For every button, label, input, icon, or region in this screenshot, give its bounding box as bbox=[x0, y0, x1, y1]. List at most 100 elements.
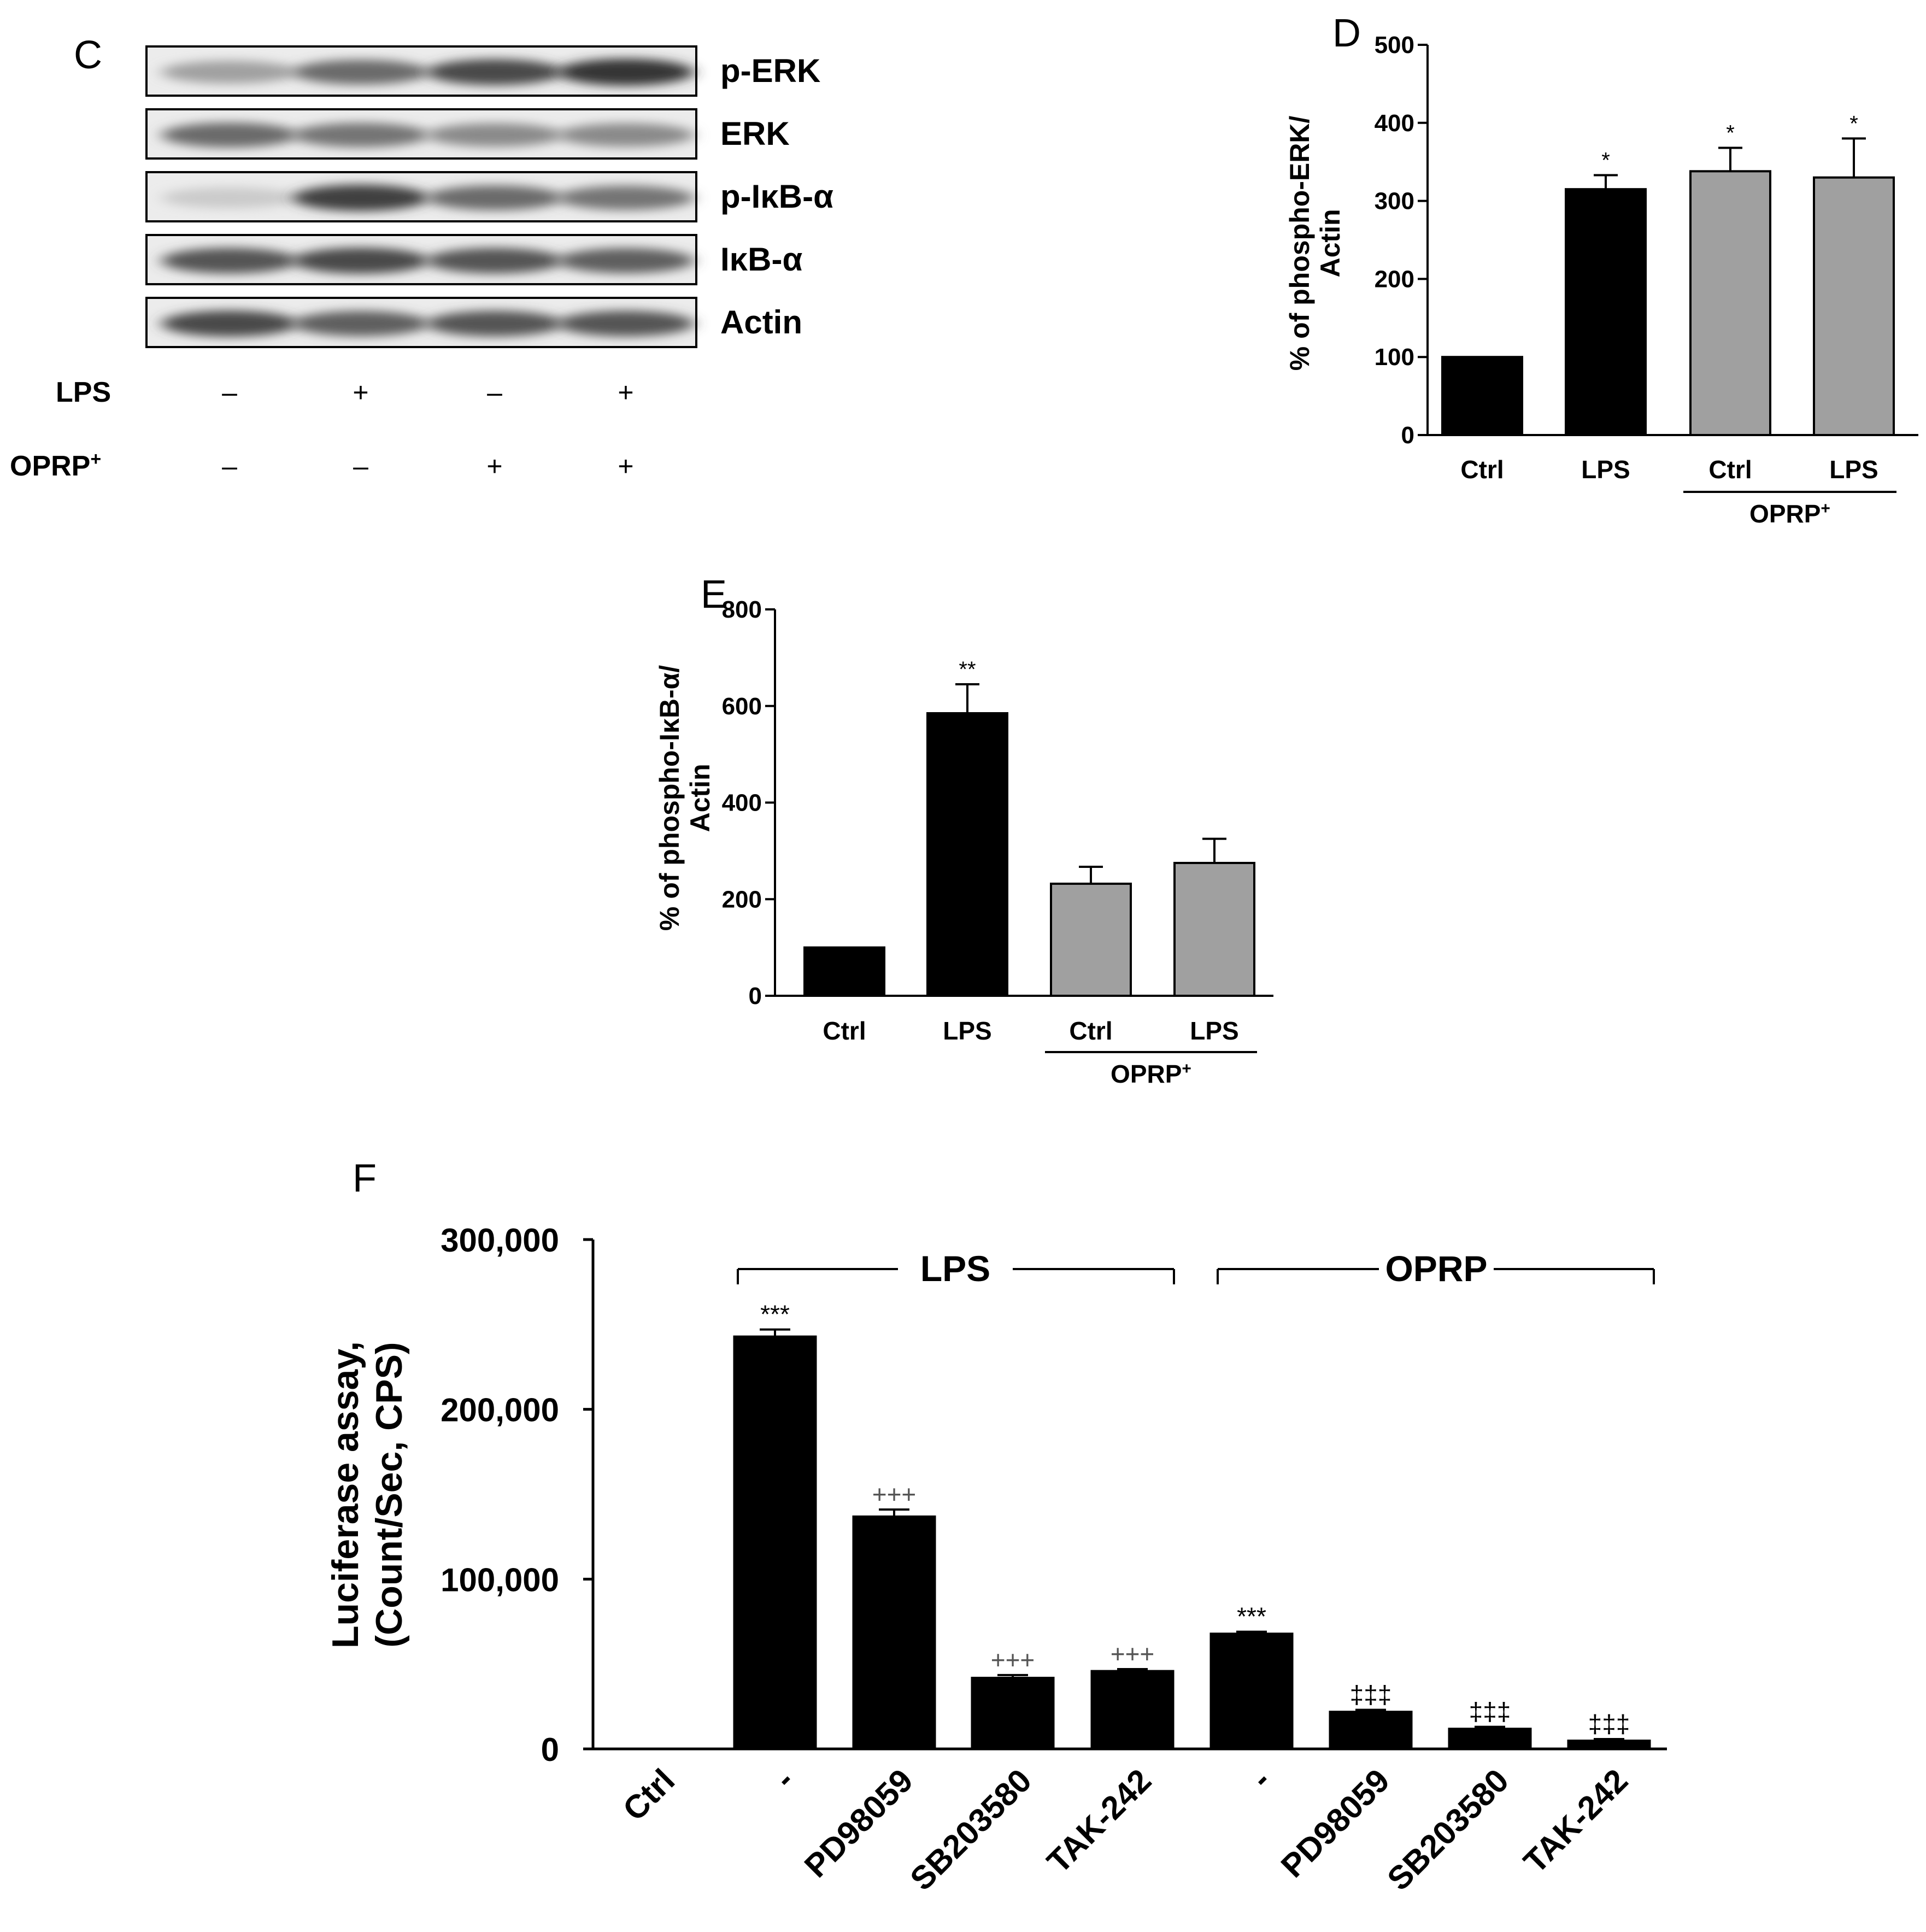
treatment-sign: – bbox=[353, 451, 368, 481]
bar-4 bbox=[1090, 1670, 1175, 1750]
y-tick-label: 0 bbox=[1401, 422, 1414, 449]
y-tick-label: 200 bbox=[1375, 266, 1414, 292]
bar-ctrl-0 bbox=[803, 946, 885, 997]
category-label: TAK-242 bbox=[1040, 1762, 1158, 1880]
chart-luciferase: F 0 100,000 200,000 300,000 Luciferase assay,… bbox=[325, 1156, 1667, 1898]
blot-label-4: Actin bbox=[720, 304, 802, 340]
significance-mark: ‡‡‡ bbox=[1469, 1698, 1511, 1726]
category-label: TAK-242 bbox=[1517, 1762, 1635, 1880]
panel-letter-f: F bbox=[353, 1156, 377, 1200]
bar-ctrl-2 bbox=[1050, 882, 1132, 997]
panel-letter-d: D bbox=[1332, 11, 1361, 55]
blot-band bbox=[426, 123, 563, 147]
western-blot-panel: C p-ERK ERK p-IκB-α IκB-α Actin LPS – + – + OPRP+… bbox=[10, 33, 833, 482]
category-label: - bbox=[1244, 1762, 1278, 1796]
y-axis-label-line1: % of phospho-ERK/ bbox=[1284, 116, 1315, 371]
y-tick-label: 0 bbox=[749, 983, 762, 1009]
y-tick-label: 400 bbox=[722, 790, 762, 817]
blot-band bbox=[161, 310, 298, 337]
y-tick-label: 300,000 bbox=[441, 1222, 559, 1259]
blot-band bbox=[161, 248, 298, 274]
treatment-sign: – bbox=[487, 377, 502, 408]
y-tick-label: 400 bbox=[1375, 110, 1414, 137]
treatment-sign: + bbox=[486, 451, 502, 481]
blot-label-3: IκB-α bbox=[720, 241, 802, 278]
panel-letter-c: C bbox=[74, 33, 102, 77]
significance-mark: *** bbox=[1237, 1602, 1266, 1631]
panel-letter-e: E bbox=[701, 573, 727, 616]
category-label: Ctrl bbox=[1460, 455, 1504, 484]
significance-mark: ** bbox=[959, 657, 976, 682]
significance-mark: +++ bbox=[872, 1480, 917, 1508]
blot-band bbox=[292, 122, 429, 148]
bar-lps-3 bbox=[1173, 861, 1255, 997]
blot-label-2: p-IκB-α bbox=[720, 178, 833, 215]
bar-8 bbox=[1567, 1739, 1651, 1750]
y-tick-label: 200,000 bbox=[441, 1392, 559, 1429]
y-axis-label-line1: Luciferase assay, bbox=[325, 1341, 366, 1648]
category-label: Ctrl bbox=[616, 1762, 682, 1828]
significance-mark: +++ bbox=[991, 1646, 1035, 1674]
blot-frame-3 bbox=[145, 234, 697, 285]
significance-mark: +++ bbox=[1111, 1640, 1155, 1668]
chart-phospho-ikb: E 0 200 400 600 800 % of phospho-IκB-α/Actin Ct… bbox=[654, 573, 1273, 1088]
blot-band bbox=[557, 58, 694, 86]
bar-ctrl-0 bbox=[1441, 356, 1523, 437]
blot-band bbox=[292, 248, 429, 274]
treatment-sign: + bbox=[618, 451, 633, 481]
blot-frame-2 bbox=[145, 171, 697, 222]
blot-band bbox=[292, 310, 429, 337]
blot-band bbox=[426, 185, 563, 210]
y-tick-label: 600 bbox=[722, 693, 762, 720]
category-label: LPS bbox=[1581, 455, 1630, 484]
blot-label-1: ERK bbox=[720, 115, 790, 152]
y-tick-label: 0 bbox=[541, 1731, 559, 1768]
bar-ctrl-2 bbox=[1689, 170, 1771, 436]
y-tick-label: 300 bbox=[1375, 188, 1414, 215]
y-tick-label: 100 bbox=[1375, 344, 1414, 371]
treatment-label-0: LPS bbox=[56, 377, 111, 408]
blot-band bbox=[426, 248, 563, 274]
bar-3 bbox=[971, 1677, 1055, 1750]
blot-band bbox=[557, 123, 694, 147]
blot-band bbox=[557, 185, 694, 210]
y-tick-label: 800 bbox=[722, 596, 762, 623]
significance-mark: * bbox=[1601, 148, 1610, 172]
category-label: Ctrl bbox=[1708, 455, 1752, 484]
blot-band bbox=[161, 122, 298, 148]
y-tick-label: 100,000 bbox=[441, 1561, 559, 1598]
y-axis-label-line2: (Count/Sec, CPS) bbox=[368, 1342, 410, 1647]
blot-band bbox=[292, 60, 429, 85]
category-label: PD98059 bbox=[1274, 1762, 1396, 1884]
group-label: OPRP+ bbox=[1749, 500, 1830, 528]
category-label: SB203580 bbox=[1380, 1762, 1516, 1898]
blot-band bbox=[557, 310, 694, 337]
bar-2 bbox=[852, 1515, 936, 1750]
blot-band bbox=[426, 59, 563, 85]
blot-frame-1 bbox=[145, 108, 697, 160]
significance-mark: ‡‡‡ bbox=[1588, 1710, 1630, 1738]
bar-lps-1 bbox=[1565, 188, 1647, 436]
significance-mark: * bbox=[1726, 121, 1735, 145]
bar-1 bbox=[733, 1335, 817, 1750]
category-label: SB203580 bbox=[903, 1762, 1038, 1898]
bar-lps-3 bbox=[1813, 176, 1895, 436]
group-label-oprp: OPRP bbox=[1385, 1248, 1487, 1289]
y-axis-label: Luciferase assay,(Count/Sec, CPS) bbox=[325, 1341, 410, 1648]
y-axis-label: % of phospho-ERK/Actin bbox=[1284, 116, 1346, 371]
significance-mark: ‡‡‡ bbox=[1350, 1681, 1392, 1709]
blot-band bbox=[426, 310, 563, 337]
y-axis-label: % of phospho-IκB-α/Actin bbox=[654, 665, 715, 931]
y-axis-label-line1: % of phospho-IκB-α/ bbox=[654, 665, 685, 931]
blot-label-0: p-ERK bbox=[720, 52, 820, 89]
category-label: Ctrl bbox=[1069, 1017, 1112, 1045]
group-label-lps: LPS bbox=[920, 1248, 990, 1289]
y-tick-label: 200 bbox=[722, 886, 762, 913]
significance-mark: * bbox=[1849, 111, 1858, 136]
bar-5 bbox=[1209, 1632, 1294, 1750]
treatment-sign: – bbox=[222, 377, 237, 408]
blot-band bbox=[292, 184, 429, 212]
y-axis-label-line2: Actin bbox=[685, 764, 715, 832]
category-label: LPS bbox=[943, 1017, 991, 1045]
